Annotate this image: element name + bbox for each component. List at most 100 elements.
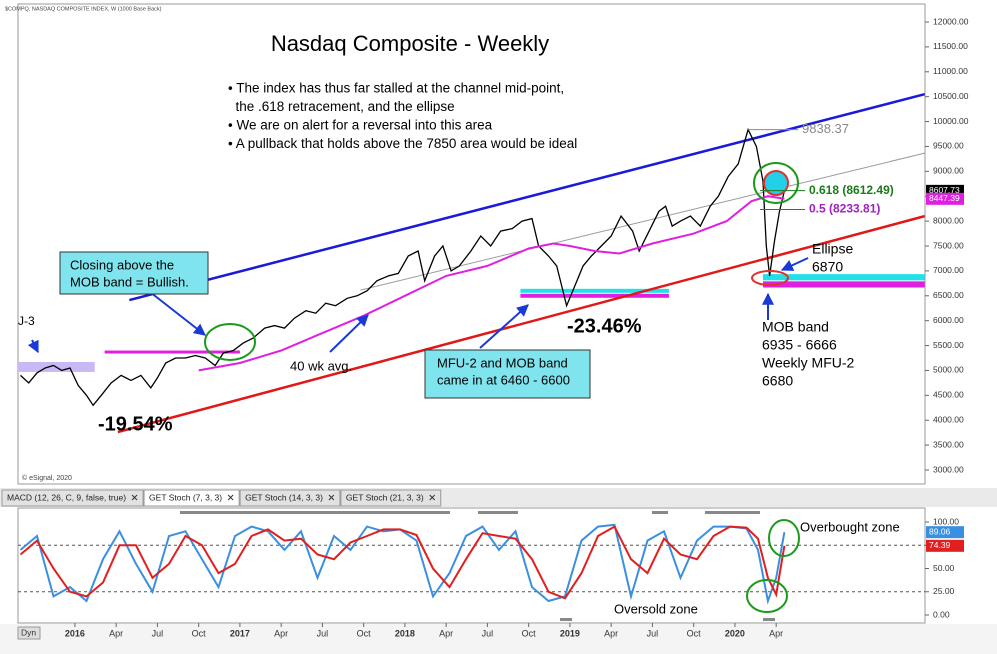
last-value-box	[926, 539, 964, 552]
band	[762, 281, 925, 288]
annotation: -23.46%	[567, 315, 642, 337]
band	[520, 288, 669, 293]
tab-label: MACD (12, 26, C, 9, false, true)	[7, 492, 126, 502]
annotation: Overbought zone	[800, 519, 900, 534]
y-tick-label: 3000.00	[933, 464, 964, 474]
tab[interactable]: GET Stoch (21, 3, 3)	[340, 489, 442, 507]
annotation: MFU-2 and MOB band	[437, 355, 568, 370]
note: the .618 retracement, and the ellipse	[228, 99, 455, 114]
y-tick-label: 3500.00	[933, 439, 964, 449]
x-tick-label: Oct	[357, 628, 372, 638]
note: • A pullback that holds above the 7850 a…	[228, 136, 577, 151]
layer: 9838.37 0.618 (8612.49) 0.5 (8233.81) $COMP…	[1, 6, 900, 640]
annotation-box	[424, 349, 591, 399]
level-label: 0.618 (8612.49)	[809, 183, 894, 197]
y-tick-label: 10000.00	[933, 116, 969, 126]
x-tick-label: 2019	[560, 628, 580, 638]
arrow	[149, 291, 206, 336]
tab-bg	[1, 489, 144, 507]
arrow	[27, 339, 39, 354]
x-tick-label: Jul	[482, 628, 494, 638]
series-line	[19, 525, 786, 600]
tab[interactable]: MACD (12, 26, C, 9, false, true)	[1, 489, 144, 507]
streak	[652, 511, 668, 514]
x-tick-label: 2018	[395, 628, 415, 638]
y-tick-label: 12000.00	[933, 16, 969, 26]
x-tick-label: Apr	[109, 628, 123, 638]
annotation: 6680	[762, 373, 793, 389]
arrow	[329, 314, 369, 353]
streak-markers	[180, 511, 775, 621]
x-tick-label: Apr	[274, 628, 288, 638]
y-tick-label: 6000.00	[933, 315, 964, 325]
last-value-label: 8447.39	[929, 193, 960, 203]
corner-label: Dyn	[21, 627, 36, 637]
tab-label: GET Stoch (21, 3, 3)	[346, 492, 424, 502]
layer	[18, 92, 925, 605]
x-tick-label: Apr	[439, 628, 453, 638]
series-layer	[19, 523, 786, 605]
x-tick-label: 2016	[65, 628, 85, 638]
series-layer	[20, 127, 786, 407]
chart-title: Nasdaq Composite - Weekly	[271, 31, 549, 56]
streak	[705, 511, 760, 514]
tab-bg	[143, 489, 240, 507]
annotation-box	[59, 251, 209, 295]
x-tick-label: 2020	[725, 628, 745, 638]
last-value-box	[926, 526, 964, 539]
tab[interactable]: GET Stoch (14, 3, 3)	[239, 489, 341, 507]
last-value-label: 74.39	[929, 540, 951, 550]
y-tick-label: 25.00	[933, 586, 955, 596]
arrow	[479, 304, 529, 349]
tab[interactable]: GET Stoch (7, 3, 3)	[143, 489, 240, 507]
annotation: -19.54%	[98, 413, 173, 435]
annotation: 6935 - 6666	[762, 337, 837, 353]
tab-close	[328, 494, 335, 501]
highlight-ellipse	[746, 579, 788, 613]
streak	[478, 511, 518, 514]
plot-layer	[18, 544, 925, 593]
annotation: MOB band	[762, 319, 829, 335]
annotation: Ellipse	[812, 241, 853, 257]
note: • We are on alert for a reversal into th…	[228, 118, 493, 133]
tab-bg	[340, 489, 442, 507]
x-tick-label: Oct	[192, 628, 207, 638]
y-tick-label: 11000.00	[933, 66, 968, 76]
x-tick-label: Oct	[687, 628, 702, 638]
channel-line	[129, 92, 925, 302]
y-tick-label: 7000.00	[933, 265, 964, 275]
last-value-box	[926, 192, 964, 205]
time-axis	[0, 624, 997, 654]
x-tick-label: Oct	[522, 628, 537, 638]
x-tick-label: Jul	[317, 628, 329, 638]
corner-box	[17, 626, 41, 640]
annotation: 40 wk avg.	[290, 358, 352, 373]
band	[104, 350, 240, 354]
annotation: Weekly MFU-2	[762, 355, 855, 371]
x-tick-label: Jul	[152, 628, 164, 638]
tab-close	[131, 494, 138, 501]
y-tick-label: 9000.00	[933, 166, 964, 176]
source: © eSignal, 2020	[22, 474, 72, 482]
y-tick-label: 4000.00	[933, 414, 964, 424]
y-tick-label: 11500.00	[933, 41, 968, 51]
highlight-ellipse	[204, 323, 256, 361]
highlight-ellipse	[768, 519, 800, 557]
channel-line	[360, 152, 925, 291]
tab-bg	[239, 489, 341, 507]
tab-label: GET Stoch (14, 3, 3)	[245, 492, 323, 502]
channel-line	[117, 214, 925, 434]
level-label: 9838.37	[802, 121, 849, 136]
annotation: 6870	[812, 259, 843, 275]
x-tick-label: 2017	[230, 628, 250, 638]
price-pane	[17, 3, 926, 485]
y-tick-label: 5000.00	[933, 365, 964, 375]
annotation: J-3	[18, 314, 35, 328]
y-tick-label: 0.00	[933, 609, 950, 619]
annotation: MOB band = Bullish.	[70, 274, 189, 289]
y-tick-label: 100.00	[933, 516, 959, 526]
tab-label: GET Stoch (7, 3, 3)	[149, 492, 222, 502]
header: $COMPQ, NASDAQ COMPOSITE INDEX, W (1000 …	[5, 6, 162, 12]
